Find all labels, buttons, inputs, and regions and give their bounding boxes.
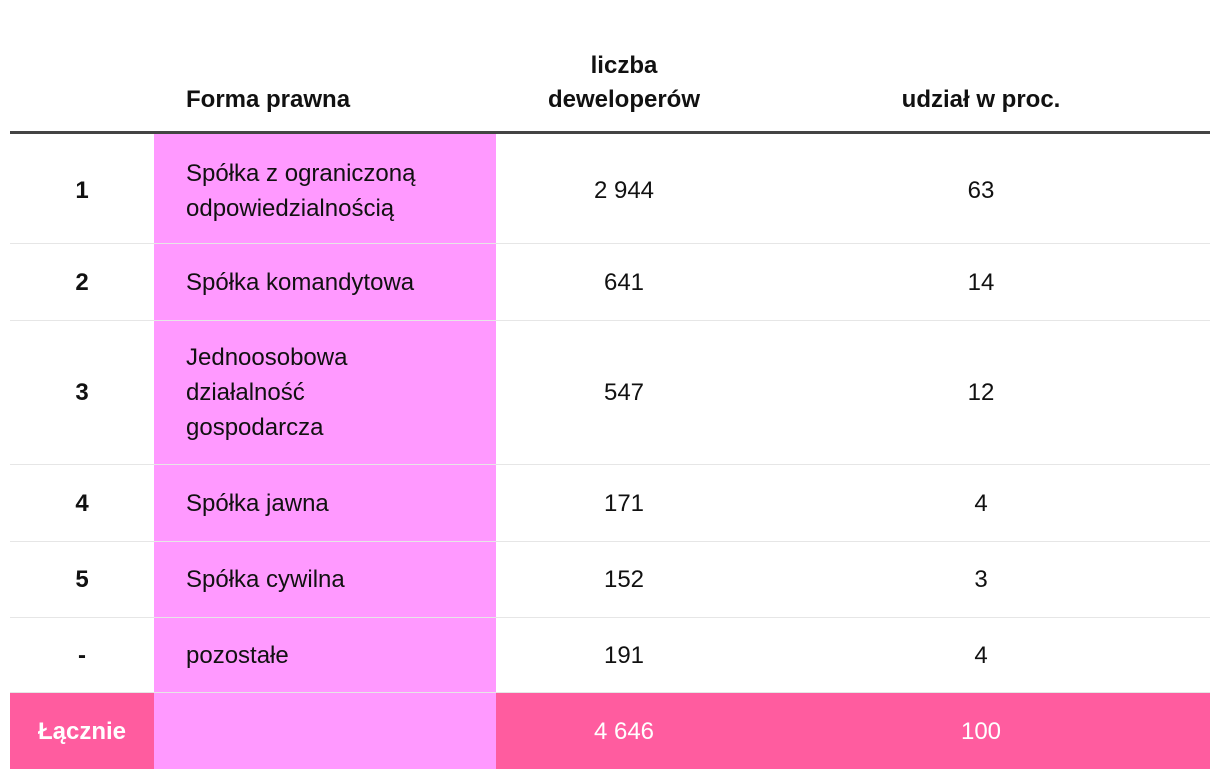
row-developers: 641 [603,268,645,296]
total-developers: 4 646 [593,717,655,745]
row-num: 2 [75,268,89,296]
row-share: 14 [967,268,995,296]
row-form: Spółka cywilna [154,542,496,617]
row-num: - [78,641,86,669]
header-form: Forma prawna [186,86,351,113]
header-developers-line1: liczba [590,52,658,79]
row-num: 5 [75,566,89,593]
developers-legal-form-table: Forma prawna liczba deweloperów udział w… [10,0,1210,769]
row-form: pozostałe [154,618,496,692]
table-row: - pozostałe 191 4 [10,618,1210,693]
row-developers: 547 [603,379,645,406]
header-developers: liczba deweloperów [496,0,752,131]
row-form: Spółka komandytowa [154,244,496,320]
row-form: Jednoosobowa działalność gospodarcza [154,321,496,464]
row-share: 12 [967,379,995,406]
row-developers: 191 [603,641,645,669]
row-num: 1 [75,177,89,204]
total-label: Łącznie [37,717,127,745]
row-developers: 171 [603,489,645,517]
header-share: udział w proc. [901,86,1061,113]
row-num: 3 [75,379,89,406]
row-form: Spółka jawna [154,465,496,541]
row-share: 63 [967,177,995,204]
row-developers: 152 [603,566,645,593]
table-row: 4 Spółka jawna 171 4 [10,465,1210,542]
row-share: 4 [974,489,988,517]
row-developers: 2 944 [593,177,655,204]
table-row: 2 Spółka komandytowa 641 14 [10,244,1210,321]
row-form: Spółka z ograniczoną odpowiedzialnością [154,138,496,243]
table-row: 1 Spółka z ograniczoną odpowiedzialności… [10,138,1210,244]
table-row: 3 Jednoosobowa działalność gospodarcza 5… [10,321,1210,465]
row-share: 3 [974,566,988,593]
total-share: 100 [960,717,1002,745]
header-spacer [10,134,1210,138]
header-num [10,0,154,131]
header-developers-line2: deweloperów [547,86,701,113]
table-header: Forma prawna liczba deweloperów udział w… [10,0,1210,134]
row-share: 4 [974,641,988,669]
row-num: 4 [75,489,89,517]
table-row: 5 Spółka cywilna 152 3 [10,542,1210,618]
total-form [154,693,496,769]
total-row: Łącznie 4 646 100 [10,693,1210,769]
